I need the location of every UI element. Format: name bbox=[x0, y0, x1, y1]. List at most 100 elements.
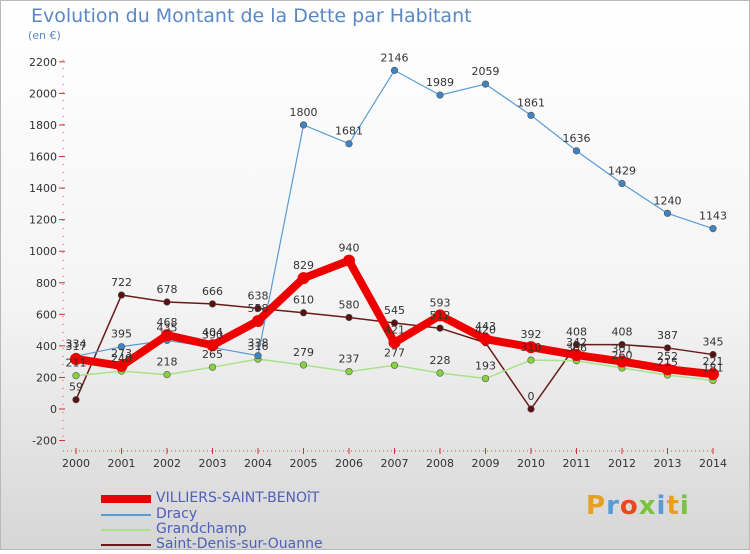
legend-swatch-saint-denis bbox=[101, 544, 151, 546]
x-tick-label: 2009 bbox=[472, 457, 500, 470]
data-point bbox=[709, 225, 717, 233]
data-label: 211 bbox=[66, 357, 87, 370]
data-label: 221 bbox=[703, 355, 724, 368]
data-point bbox=[254, 304, 262, 312]
data-label: 2059 bbox=[472, 65, 500, 78]
data-point bbox=[297, 272, 310, 285]
data-point bbox=[618, 179, 626, 188]
legend-label-grandchamp: Grandchamp bbox=[156, 521, 247, 537]
data-label: 404 bbox=[202, 326, 223, 339]
data-label: 1861 bbox=[517, 96, 545, 109]
y-tick-label: 600 bbox=[36, 308, 57, 321]
x-tick-label: 2002 bbox=[153, 457, 181, 470]
data-point bbox=[527, 405, 535, 413]
data-label: 59 bbox=[69, 381, 83, 394]
data-label: 468 bbox=[157, 316, 178, 329]
x-tick-label: 2001 bbox=[108, 457, 136, 470]
data-point bbox=[117, 291, 126, 299]
data-point bbox=[163, 370, 171, 379]
y-tick-label: 1800 bbox=[29, 119, 57, 132]
data-label: 1800 bbox=[290, 106, 318, 119]
y-tick-label: 1200 bbox=[29, 214, 57, 227]
data-label: 215 bbox=[657, 356, 678, 369]
data-label: 306 bbox=[566, 342, 587, 355]
data-label: 408 bbox=[612, 326, 633, 339]
data-point bbox=[299, 121, 308, 129]
x-tick-label: 2008 bbox=[426, 457, 454, 470]
data-label: 317 bbox=[66, 340, 87, 353]
data-label: 260 bbox=[612, 349, 633, 362]
data-point bbox=[117, 343, 126, 351]
x-tick-label: 2012 bbox=[608, 457, 636, 470]
data-label: 1681 bbox=[335, 125, 363, 138]
y-tick-label: 1600 bbox=[29, 151, 57, 164]
brand-letter: i bbox=[656, 491, 667, 521]
data-label: 345 bbox=[703, 336, 724, 349]
brand-letter: x bbox=[638, 491, 657, 521]
data-point bbox=[390, 361, 399, 369]
data-point bbox=[252, 314, 264, 327]
data-label: 1989 bbox=[426, 76, 454, 89]
brand-letter: P bbox=[586, 491, 607, 521]
data-label: 392 bbox=[521, 328, 542, 341]
data-label: 512 bbox=[430, 309, 451, 322]
y-tick-label: 200 bbox=[36, 371, 57, 384]
data-label: 678 bbox=[157, 283, 178, 296]
data-label: 420 bbox=[475, 324, 496, 337]
data-point bbox=[525, 341, 537, 354]
data-point bbox=[618, 341, 626, 349]
data-label: 237 bbox=[339, 353, 360, 366]
data-label: 1636 bbox=[563, 132, 591, 145]
y-tick-label: 2000 bbox=[29, 87, 57, 100]
data-label: 273 bbox=[111, 347, 132, 360]
data-point bbox=[572, 147, 581, 155]
x-tick-label: 2014 bbox=[699, 457, 727, 470]
data-point bbox=[388, 336, 401, 349]
data-point bbox=[707, 368, 719, 381]
data-point bbox=[481, 374, 490, 383]
data-label: 666 bbox=[202, 285, 223, 298]
data-point bbox=[481, 80, 490, 88]
data-label: 193 bbox=[475, 360, 496, 373]
data-label: 334 bbox=[66, 337, 87, 350]
data-label: 342 bbox=[566, 336, 587, 349]
y-tick-label: 2200 bbox=[29, 56, 57, 69]
chart-title: Evolution du Montant de la Dette par Hab… bbox=[31, 5, 472, 27]
data-point bbox=[345, 368, 353, 376]
data-label: 277 bbox=[384, 346, 405, 359]
data-label: 580 bbox=[339, 298, 360, 311]
data-label: 181 bbox=[703, 361, 724, 374]
y-tick-label: 1000 bbox=[29, 245, 57, 258]
data-label: 940 bbox=[339, 242, 360, 255]
data-label: 338 bbox=[248, 337, 269, 350]
data-label: 593 bbox=[430, 296, 451, 309]
data-point bbox=[479, 333, 492, 346]
x-tick-label: 2013 bbox=[654, 457, 682, 470]
data-point bbox=[527, 356, 535, 364]
data-point bbox=[527, 111, 535, 119]
legend-swatch-villiers bbox=[101, 495, 151, 503]
data-point bbox=[208, 363, 217, 371]
data-label: 1143 bbox=[699, 210, 727, 223]
data-point bbox=[436, 324, 444, 332]
data-point bbox=[299, 309, 308, 317]
data-label: 443 bbox=[475, 320, 496, 333]
data-label: 558 bbox=[248, 302, 269, 315]
legend-label-saint-denis: Saint-Denis-sur-Ouanne bbox=[156, 536, 323, 552]
data-label: 387 bbox=[657, 329, 678, 342]
brand-letter: t bbox=[666, 491, 680, 521]
data-label: 829 bbox=[293, 259, 314, 272]
data-label: 279 bbox=[293, 346, 314, 359]
data-point bbox=[434, 309, 446, 322]
data-label: 395 bbox=[111, 328, 132, 341]
x-tick-label: 2006 bbox=[335, 457, 363, 470]
brand-logo: Proxiti bbox=[586, 491, 690, 521]
x-tick-label: 2000 bbox=[62, 457, 90, 470]
data-point bbox=[299, 361, 308, 369]
data-point bbox=[254, 352, 262, 360]
data-label: 421 bbox=[384, 324, 405, 337]
data-label: 610 bbox=[293, 294, 314, 307]
y-tick-label: 0 bbox=[50, 403, 57, 416]
legend-swatch-dracy bbox=[101, 514, 151, 516]
data-label: 240 bbox=[111, 352, 132, 365]
